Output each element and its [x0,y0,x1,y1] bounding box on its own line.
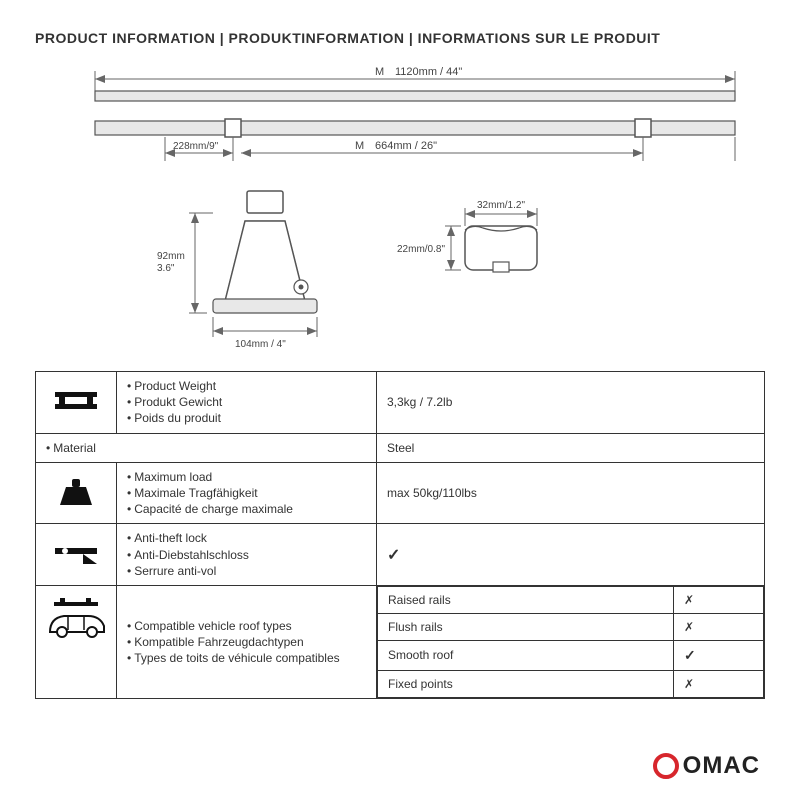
dim-marker: M [375,66,384,78]
compat-name: Raised rails [378,586,674,613]
row-lock: Anti-theft lock Anti-Diebstahlschloss Se… [36,524,765,586]
compat-mark: ✗ [674,670,764,697]
foot-drawing: 92mm 3.6" 104mm / 4" [157,191,317,350]
svg-text:22mm/0.8": 22mm/0.8" [397,244,445,255]
compat-subtable: Raised rails ✗ Flush rails ✗ Smooth roof… [377,586,764,698]
label: Maximum load [127,469,366,485]
label: Kompatible Fahrzeugdachtypen [127,634,366,650]
compat-mark: ✗ [674,586,764,613]
row-maxload: Maximum load Maximale Tragfähigkeit Capa… [36,462,765,524]
row-material: Material Steel [36,433,765,462]
compat-name: Flush rails [378,613,674,640]
brand-logo: OMAC [653,752,760,780]
row-weight: Product Weight Produkt Gewicht Poids du … [36,372,765,434]
label: Anti-theft lock [127,530,366,546]
dim-offset: 228mm/9" [165,137,233,161]
label: Material [46,440,366,456]
svg-text:92mm: 92mm [157,251,185,262]
label: Product Weight [127,378,366,394]
bars-icon [36,372,117,434]
value: Steel [377,433,765,462]
svg-text:M: M [355,140,364,152]
logo-text: OMAC [683,752,760,780]
value: max 50kg/110lbs [377,462,765,524]
label: Poids du produit [127,410,366,426]
label: Serrure anti-vol [127,563,366,579]
label: Types de toits de véhicule compatibles [127,650,366,666]
compat-name: Smooth roof [378,640,674,670]
svg-text:32mm/1.2": 32mm/1.2" [477,200,525,211]
compat-mark: ✓ [674,640,764,670]
compat-mark: ✗ [674,613,764,640]
svg-text:228mm/9": 228mm/9" [173,141,219,152]
profile-drawing: 32mm/1.2" 22mm/0.8" [397,200,537,272]
logo-ring-icon [653,753,679,779]
lock-icon [36,524,117,586]
svg-text:104mm / 4": 104mm / 4" [235,339,286,350]
label: Capacité de charge maximale [127,501,366,517]
crossbar-top [95,91,735,101]
compat-name: Fixed points [378,670,674,697]
row-compat: Compatible vehicle roof types Kompatible… [36,585,765,698]
label: Produkt Gewicht [127,394,366,410]
spec-table: Product Weight Produkt Gewicht Poids du … [35,371,765,699]
car-icon [36,585,117,698]
dim-top-label: 1120mm / 44" [395,66,462,78]
value-check: ✓ [377,524,765,586]
weight-icon [36,462,117,524]
page-title: PRODUCT INFORMATION | PRODUKTINFORMATION… [35,30,765,46]
svg-text:664mm / 26": 664mm / 26" [375,140,437,152]
label: Compatible vehicle roof types [127,618,366,634]
label: Anti-Diebstahlschloss [127,547,366,563]
label: Maximale Tragfähigkeit [127,485,366,501]
dim-mid: M 664mm / 26" [241,137,735,161]
svg-text:3.6": 3.6" [157,263,175,274]
technical-diagram: M 1120mm / 44" 228mm/9" M 664mm / 26" [35,61,765,361]
value: 3,3kg / 7.2lb [377,372,765,434]
